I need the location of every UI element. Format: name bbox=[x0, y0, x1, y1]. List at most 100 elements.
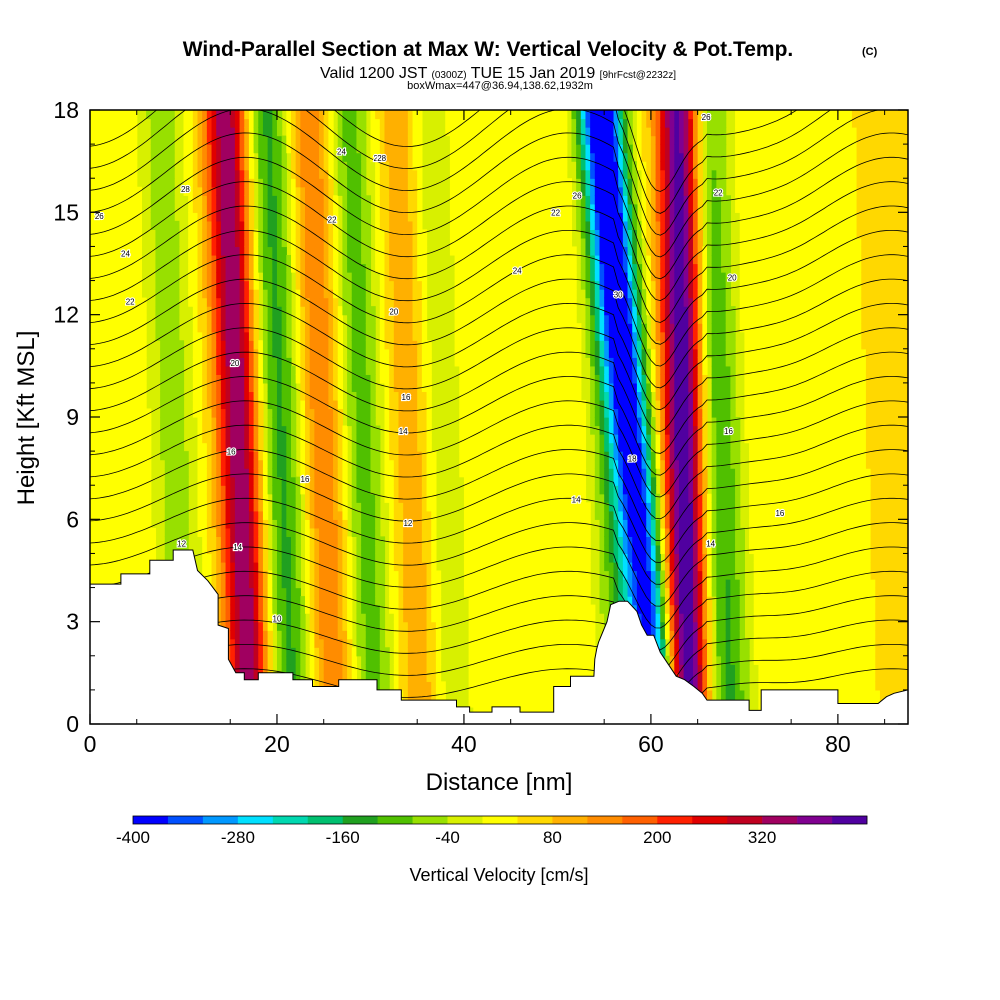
velocity-cell bbox=[127, 425, 133, 435]
velocity-cell bbox=[361, 195, 367, 205]
velocity-cell bbox=[398, 425, 404, 435]
velocity-cell bbox=[234, 237, 241, 248]
velocity-cell bbox=[319, 459, 325, 469]
velocity-cell bbox=[290, 399, 297, 410]
velocity-cell bbox=[421, 502, 428, 512]
velocity-cell bbox=[90, 536, 96, 546]
velocity-cell bbox=[113, 331, 119, 341]
velocity-cell bbox=[342, 152, 348, 162]
velocity-cell bbox=[356, 297, 362, 307]
velocity-cell bbox=[365, 579, 372, 589]
velocity-cell bbox=[389, 144, 395, 154]
velocity-cell bbox=[459, 468, 465, 478]
velocity-cell bbox=[141, 408, 147, 418]
velocity-cell bbox=[113, 527, 119, 537]
velocity-cell bbox=[281, 570, 287, 580]
velocity-cell bbox=[295, 340, 301, 350]
velocity-cell bbox=[234, 417, 241, 427]
velocity-cell bbox=[333, 331, 339, 341]
velocity-cell bbox=[211, 442, 217, 452]
velocity-cell bbox=[183, 544, 189, 555]
velocity-cell bbox=[206, 519, 213, 529]
velocity-cell bbox=[407, 468, 414, 478]
velocity-cell bbox=[463, 425, 470, 435]
velocity-cell bbox=[141, 476, 147, 486]
velocity-cell bbox=[309, 237, 315, 248]
velocity-cell bbox=[90, 510, 96, 520]
velocity-cell bbox=[328, 638, 334, 648]
velocity-cell bbox=[421, 459, 428, 469]
velocity-cell bbox=[253, 442, 259, 452]
velocity-cell bbox=[220, 195, 227, 205]
velocity-cell bbox=[319, 195, 325, 205]
velocity-cell bbox=[276, 118, 283, 128]
velocity-cell bbox=[276, 152, 283, 162]
velocity-cell bbox=[300, 638, 306, 648]
velocity-cell bbox=[314, 596, 320, 606]
velocity-cell bbox=[160, 382, 166, 393]
velocity-cell bbox=[290, 485, 297, 495]
velocity-cell bbox=[160, 254, 166, 265]
velocity-cell bbox=[211, 263, 217, 273]
velocity-cell bbox=[216, 263, 222, 273]
velocity-cell bbox=[309, 246, 315, 256]
velocity-cell bbox=[197, 399, 203, 410]
velocity-cell bbox=[300, 220, 306, 230]
velocity-cell bbox=[230, 579, 236, 589]
velocity-cell bbox=[468, 152, 474, 162]
velocity-cell bbox=[262, 365, 269, 375]
velocity-cell bbox=[347, 655, 353, 665]
velocity-cell bbox=[253, 246, 259, 256]
velocity-cell bbox=[309, 536, 315, 546]
velocity-cell bbox=[281, 536, 287, 546]
velocity-cell bbox=[192, 186, 199, 196]
velocity-cell bbox=[169, 118, 175, 128]
velocity-cell bbox=[347, 254, 353, 265]
velocity-cell bbox=[384, 289, 390, 299]
velocity-cell bbox=[90, 135, 96, 145]
velocity-cell bbox=[356, 323, 362, 333]
velocity-cell bbox=[248, 544, 255, 555]
velocity-cell bbox=[305, 152, 311, 162]
velocity-cell bbox=[417, 510, 423, 520]
velocity-cell bbox=[281, 408, 287, 418]
velocity-cell bbox=[323, 536, 329, 546]
velocity-cell bbox=[169, 186, 175, 196]
velocity-cell bbox=[197, 178, 203, 188]
velocity-cell bbox=[305, 118, 311, 128]
velocity-cell bbox=[473, 272, 479, 282]
velocity-cell bbox=[347, 306, 353, 316]
velocity-cell bbox=[202, 169, 208, 179]
velocity-cell bbox=[192, 178, 199, 188]
velocity-cell bbox=[220, 297, 227, 307]
velocity-cell bbox=[398, 417, 404, 427]
velocity-cell bbox=[272, 169, 278, 179]
velocity-cell bbox=[239, 348, 245, 358]
velocity-cell bbox=[132, 434, 138, 444]
velocity-cell bbox=[337, 417, 344, 427]
velocity-cell bbox=[258, 468, 264, 478]
velocity-cell bbox=[248, 195, 255, 205]
velocity-cell bbox=[468, 280, 474, 290]
velocity-cell bbox=[398, 399, 404, 410]
velocity-cell bbox=[337, 399, 344, 410]
velocity-cell bbox=[384, 306, 390, 316]
velocity-cell bbox=[272, 596, 278, 606]
velocity-cell bbox=[197, 229, 203, 239]
velocity-cell bbox=[342, 510, 348, 520]
velocity-cell bbox=[393, 195, 400, 205]
velocity-cell bbox=[286, 655, 292, 665]
velocity-cell bbox=[132, 144, 138, 154]
velocity-cell bbox=[160, 272, 166, 282]
velocity-cell bbox=[211, 161, 217, 171]
velocity-cell bbox=[398, 553, 404, 563]
velocity-cell bbox=[305, 502, 311, 512]
velocity-cell bbox=[262, 263, 269, 273]
velocity-cell bbox=[188, 297, 194, 307]
velocity-cell bbox=[290, 229, 297, 239]
velocity-cell bbox=[90, 186, 96, 196]
velocity-cell bbox=[234, 263, 241, 273]
velocity-cell bbox=[333, 604, 339, 614]
velocity-cell bbox=[463, 178, 470, 188]
velocity-cell bbox=[384, 340, 390, 350]
